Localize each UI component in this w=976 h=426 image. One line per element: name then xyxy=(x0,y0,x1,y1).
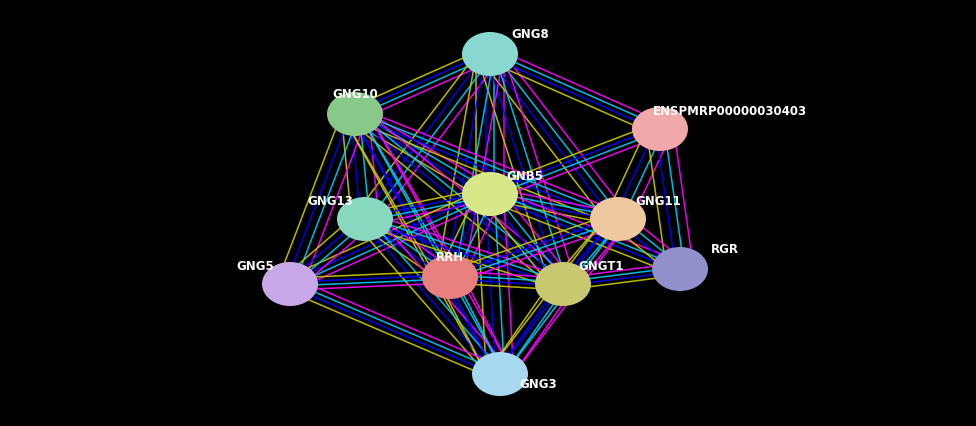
Text: ENSPMRP00000030403: ENSPMRP00000030403 xyxy=(653,105,807,118)
Ellipse shape xyxy=(632,108,688,152)
Text: GNG5: GNG5 xyxy=(236,259,274,272)
Text: GNG11: GNG11 xyxy=(635,195,681,207)
Text: GNG3: GNG3 xyxy=(519,377,557,390)
Text: GNG8: GNG8 xyxy=(511,28,549,41)
Ellipse shape xyxy=(535,262,591,306)
Ellipse shape xyxy=(337,198,393,242)
Text: GNGT1: GNGT1 xyxy=(578,259,624,272)
Ellipse shape xyxy=(462,173,518,216)
Text: RGR: RGR xyxy=(711,242,739,256)
Text: RRH: RRH xyxy=(436,250,464,263)
Ellipse shape xyxy=(472,352,528,396)
Text: GNG13: GNG13 xyxy=(307,195,353,207)
Text: GNB5: GNB5 xyxy=(507,170,544,183)
Ellipse shape xyxy=(422,256,478,299)
Ellipse shape xyxy=(327,93,383,137)
Ellipse shape xyxy=(652,248,708,291)
Ellipse shape xyxy=(462,33,518,77)
Ellipse shape xyxy=(590,198,646,242)
Ellipse shape xyxy=(262,262,318,306)
Text: GNG10: GNG10 xyxy=(332,88,378,101)
